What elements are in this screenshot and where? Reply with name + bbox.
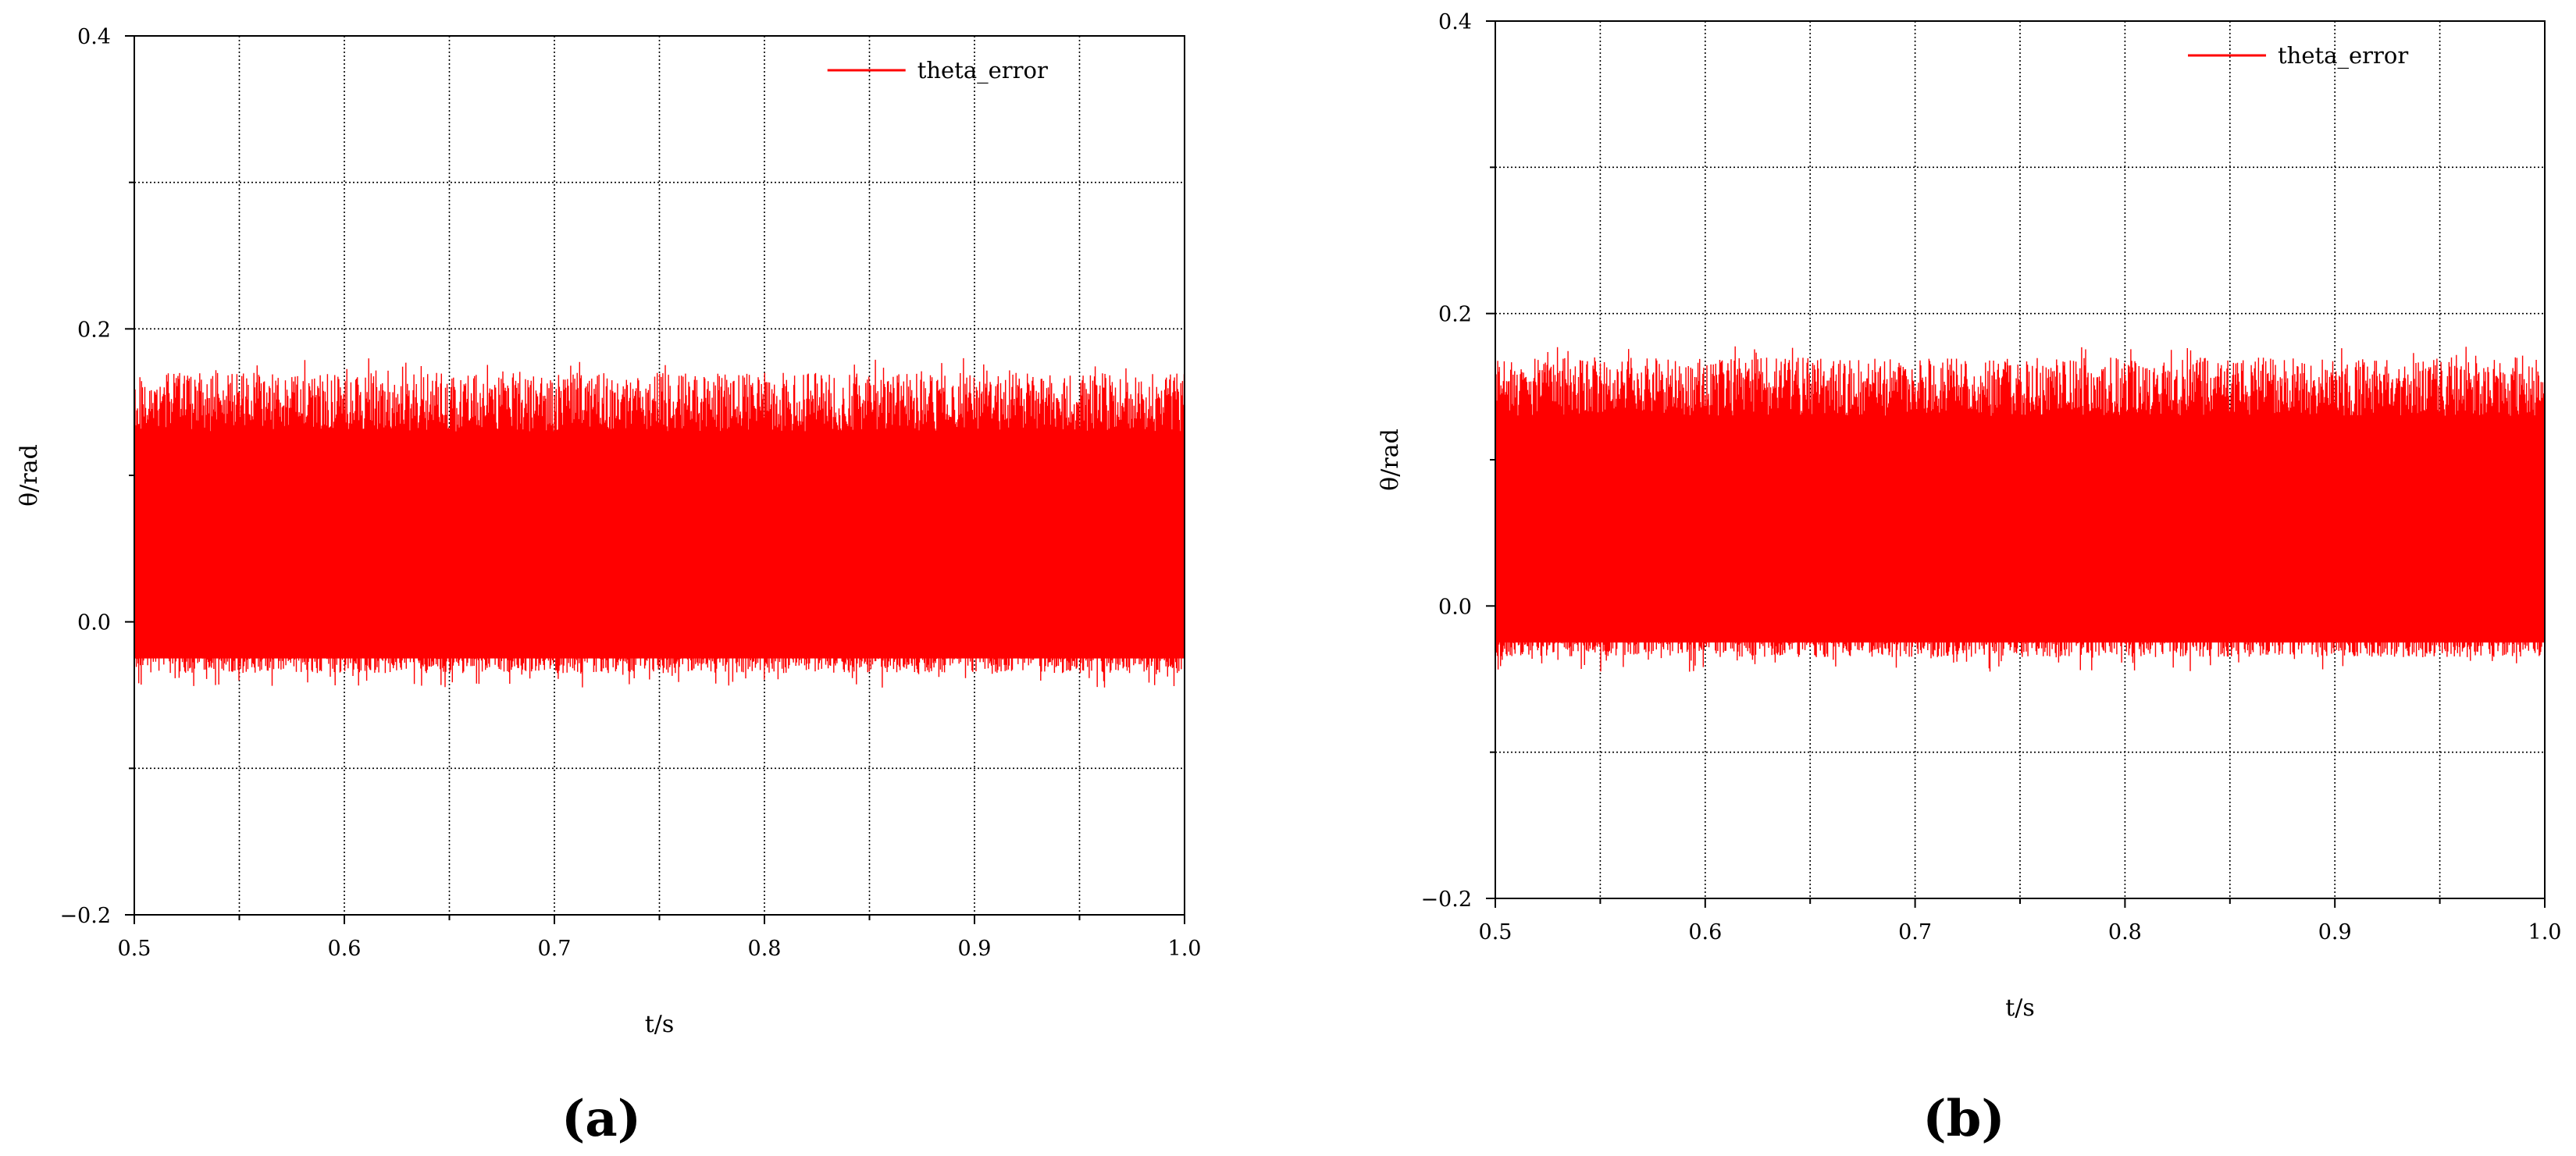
y-tick-label: 0.2: [77, 318, 111, 342]
panel-label-b: (b): [1922, 1090, 2004, 1148]
panel-label-a: (a): [561, 1090, 641, 1148]
signal-band: [1495, 430, 2545, 643]
ticks-a: 0.5 0.6 0.7 0.8 0.9 1.0 −0.2 0.0 0.2 0.4: [59, 25, 1201, 961]
x-tick-label: 0.8: [748, 937, 782, 961]
y-tick-label: 0.0: [77, 611, 111, 635]
x-tick-label: 0.7: [538, 937, 572, 961]
x-tick-label: 0.5: [118, 937, 151, 961]
x-tick-label: 0.9: [958, 937, 992, 961]
x-tick-label: 0.6: [328, 937, 362, 961]
x-tick-label: 0.6: [1688, 920, 1722, 944]
x-tick-label: 0.5: [1479, 920, 1512, 944]
y-axis-label-b: θ/rad: [1377, 429, 1404, 491]
signal-a: [134, 357, 1185, 688]
legend-label-a: theta_error: [917, 57, 1048, 84]
y-tick-label: 0.0: [1438, 595, 1472, 619]
chart-panel-b: 0.5 0.6 0.7 0.8 0.9 1.0 −0.2 0.0 0.2 0.4 theta_er…: [1377, 10, 2561, 1148]
legend-a: theta_error: [827, 57, 1048, 84]
signal-b: [1495, 346, 2546, 672]
legend-label-b: theta_error: [2278, 42, 2408, 69]
x-tick-label: 0.7: [1898, 920, 1932, 944]
x-tick-label: 1.0: [1168, 937, 1202, 961]
x-axis-label-a: t/s: [645, 1011, 675, 1038]
chart-panel-a: 0.5 0.6 0.7 0.8 0.9 1.0 −0.2 0.0 0.2 0.4 theta_er…: [16, 25, 1201, 1148]
x-tick-label: 1.0: [2528, 920, 2562, 944]
y-tick-label: −0.2: [1420, 887, 1472, 912]
y-tick-label: 0.4: [1438, 10, 1472, 34]
x-tick-label: 0.8: [2108, 920, 2142, 944]
y-tick-label: 0.4: [77, 25, 111, 49]
y-tick-label: −0.2: [59, 904, 111, 928]
ticks-b: 0.5 0.6 0.7 0.8 0.9 1.0 −0.2 0.0 0.2 0.4: [1420, 10, 2561, 944]
x-axis-label-b: t/s: [2005, 994, 2035, 1022]
y-axis-label-a: θ/rad: [16, 444, 43, 507]
x-tick-label: 0.9: [2318, 920, 2352, 944]
signal-band: [134, 446, 1185, 659]
y-tick-label: 0.2: [1438, 303, 1472, 327]
legend-b: theta_error: [2188, 42, 2408, 69]
